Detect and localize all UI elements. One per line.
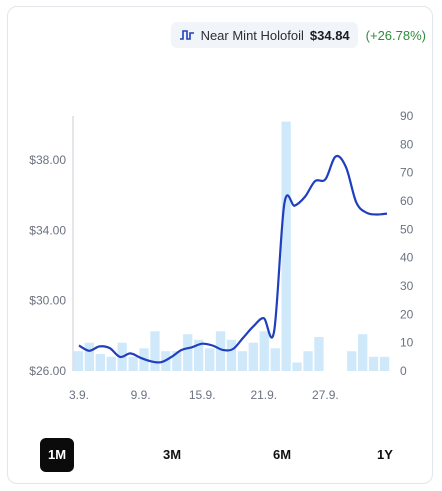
series-name: Near Mint Holofoil xyxy=(200,27,304,43)
x-tick-label: 15.9. xyxy=(189,388,216,402)
price-chart: $26.00 $30.00 $34.00 $38.00 0 10 20 30 40 50 60 70 8… xyxy=(29,109,414,402)
y-right-tick-label: 50 xyxy=(400,222,414,236)
y-left-tick-label: $26.00 xyxy=(29,364,66,378)
volume-bar xyxy=(183,334,193,371)
y-left-tick-label: $30.00 xyxy=(29,294,66,308)
tab-1y[interactable]: 1Y xyxy=(377,447,393,462)
tab-3m[interactable]: 3M xyxy=(162,447,182,462)
y-right-tick-label: 70 xyxy=(400,166,414,180)
x-tick-label: 27.9. xyxy=(312,388,339,402)
range-tabs: 1M 3M 6M 1Y xyxy=(40,438,410,472)
x-tick-label: 21.9. xyxy=(250,388,277,402)
y-right-tick-label: 0 xyxy=(400,364,407,378)
x-tick-label: 9.9. xyxy=(131,388,151,402)
chart-card xyxy=(7,6,433,484)
volume-bar xyxy=(237,351,248,371)
y-left-tick-label: $34.00 xyxy=(29,223,66,237)
y-left-tick-label: $38.00 xyxy=(29,153,66,167)
volume-bar xyxy=(259,331,269,371)
volume-bar xyxy=(84,342,94,371)
price-change: (+26.78%) xyxy=(365,27,426,43)
volume-bar xyxy=(128,356,138,371)
volume-bar xyxy=(270,348,280,371)
volume-bar xyxy=(194,339,204,371)
volume-bar xyxy=(172,351,182,371)
volume-bar xyxy=(281,121,291,371)
volume-bar xyxy=(226,339,237,371)
volume-bar xyxy=(347,351,357,371)
price-line xyxy=(78,154,388,364)
volume-bar xyxy=(379,356,390,371)
volume-bar xyxy=(205,348,215,371)
volume-bar xyxy=(106,356,116,371)
volume-bar xyxy=(292,362,302,371)
chart-legend: Near Mint Holofoil $34.84 (+26.78%) xyxy=(170,21,426,49)
volume-bar xyxy=(314,337,324,371)
volume-bar xyxy=(73,351,84,371)
y-right-tick-label: 90 xyxy=(400,109,414,123)
volume-bar xyxy=(303,351,313,371)
volume-bar xyxy=(368,356,379,371)
y-right-tick-label: 10 xyxy=(400,336,414,350)
volume-bar xyxy=(95,354,105,371)
tab-6m[interactable]: 6M xyxy=(272,447,292,462)
volume-bar xyxy=(150,331,160,371)
volume-bar xyxy=(358,334,368,371)
current-price: $34.84 xyxy=(309,27,350,43)
step-line-icon xyxy=(179,30,194,40)
volume-bar xyxy=(215,331,226,371)
volume-bar xyxy=(248,342,258,371)
legend-pill[interactable]: Near Mint Holofoil $34.84 xyxy=(170,22,358,48)
y-right-tick-label: 20 xyxy=(400,307,414,321)
y-right-tick-label: 30 xyxy=(400,279,414,293)
tab-1m[interactable]: 1M xyxy=(40,438,74,472)
x-tick-label: 3.9. xyxy=(69,388,89,402)
y-right-tick-label: 40 xyxy=(400,251,414,265)
y-right-tick-label: 80 xyxy=(400,137,414,151)
y-right-tick-label: 60 xyxy=(400,194,414,208)
